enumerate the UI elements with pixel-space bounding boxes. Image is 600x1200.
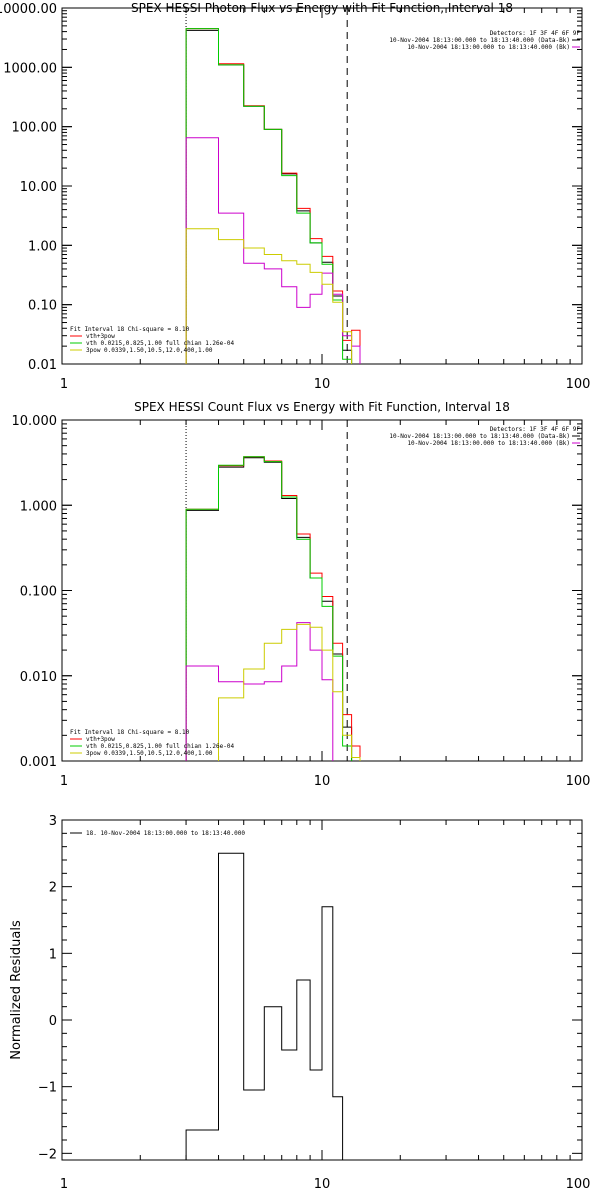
chart-title: SPEX HESSI Count Flux vs Energy with Fit…	[134, 400, 510, 414]
photon-flux-chart: SPEX HESSI Photon Flux vs Energy with Fi…	[0, 1, 591, 392]
y-tick-label: 0.001	[20, 755, 57, 770]
y-tick-label: 100.00	[12, 121, 58, 136]
y-tick-label: 0.10	[28, 299, 57, 314]
annotation-text: 10-Nov-2004 18:13:00.000 to 18:13:40.000…	[389, 37, 570, 44]
y-tick-label: −1	[38, 1081, 57, 1096]
annotation-text: 10-Nov-2004 18:13:00.000 to 18:13:40.000…	[407, 44, 570, 51]
annotation-text: 10-Nov-2004 18:13:00.000 to 18:13:40.000…	[407, 440, 570, 447]
x-tick-label: 1	[60, 774, 68, 789]
y-tick-label: 1	[49, 947, 57, 962]
x-tick-label: 100	[566, 1177, 591, 1192]
series-0-histogram	[185, 457, 353, 761]
annotation-text: Detectors: 1F 3F 4F 6F 9F	[490, 30, 581, 37]
series-4-histogram	[185, 228, 353, 364]
series-3-histogram	[185, 137, 361, 364]
residuals-chart: Normalized Residuals 1 10 100 −2 −1 0 1 2 3 18. 10…	[9, 814, 591, 1192]
y-tick-label: 0.010	[20, 670, 57, 685]
y-tick-label: 1.000	[20, 499, 57, 514]
y-tick-label: −2	[38, 1147, 57, 1162]
legend-entry: 18. 10-Nov-2004 18:13:00.000 to 18:13:40…	[86, 830, 245, 837]
y-tick-label: 10.000	[12, 414, 58, 429]
legend-entry: vth+3pow	[86, 736, 115, 743]
y-tick-label: 0	[49, 1014, 57, 1029]
y-axis-label: Normalized Residuals	[9, 920, 24, 1060]
series-3-histogram	[185, 622, 334, 761]
y-tick-label: 3	[49, 814, 57, 829]
x-tick-label: 10	[314, 1177, 331, 1192]
series-2-histogram	[185, 28, 353, 364]
x-tick-label: 10	[314, 774, 331, 789]
legend-entry: vth 0.0215,0.825,1.00 full chian 1.26e-0…	[86, 743, 234, 750]
series-2-histogram	[185, 456, 353, 761]
y-tick-label: 1000.00	[3, 61, 57, 76]
y-tick-label: 2	[49, 881, 57, 896]
plot-frame	[61, 7, 583, 365]
series-1-histogram	[185, 456, 361, 761]
series-4-histogram	[218, 623, 361, 761]
y-tick-label: 10.00	[20, 180, 57, 195]
x-tick-label: 1	[60, 377, 68, 392]
y-tick-label: 1.00	[28, 239, 57, 254]
y-tick-label: 0.100	[20, 585, 57, 600]
x-tick-label: 10	[314, 377, 331, 392]
legend-header: Fit Interval 18 Chi-square = 8.10	[70, 729, 190, 736]
legend-entry: 3pow 0.0339,1.50,10.5,12.0,400,1.00	[86, 347, 213, 354]
legend-entry: vth+3pow	[86, 333, 115, 340]
x-tick-label: 100	[566, 377, 591, 392]
y-tick-label: 0.01	[28, 358, 57, 373]
y-tick-label: 10000.00	[0, 2, 57, 17]
x-tick-label: 1	[60, 1177, 68, 1192]
legend-entry: 3pow 0.0339,1.50,10.5,12.0,400,1.00	[86, 750, 213, 757]
series-0-histogram	[185, 852, 344, 1160]
series-1-histogram	[185, 28, 361, 364]
annotation-text: Detectors: 1F 3F 4F 6F 9F	[490, 426, 581, 433]
count-flux-chart: SPEX HESSI Count Flux vs Energy with Fit…	[12, 400, 591, 789]
legend-entry: vth 0.0215,0.825,1.00 full chian 1.26e-0…	[86, 340, 234, 347]
annotation-text: 10-Nov-2004 18:13:00.000 to 18:13:40.000…	[389, 433, 570, 440]
x-tick-label: 100	[566, 774, 591, 789]
series-0-histogram	[185, 29, 353, 364]
legend-header: Fit Interval 18 Chi-square = 8.10	[70, 326, 190, 333]
